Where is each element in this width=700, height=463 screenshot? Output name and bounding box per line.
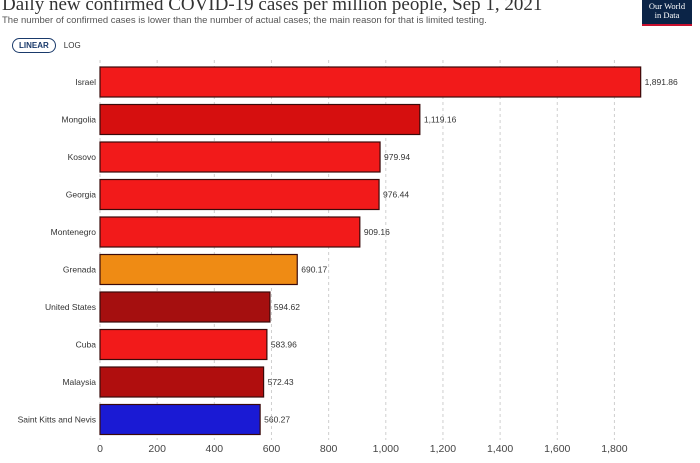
category-label: Kosovo [68, 152, 97, 162]
data-label: 976.44 [383, 190, 409, 200]
bar [99, 141, 381, 173]
x-tick-label: 1,600 [544, 443, 570, 455]
bar [99, 328, 268, 361]
category-label: United States [45, 302, 96, 312]
log-scale-button[interactable]: LOG [61, 39, 83, 52]
data-label: 1,891.86 [645, 77, 678, 87]
chart-title: Daily new confirmed COVID-19 cases per m… [2, 0, 543, 15]
chart-subtitle: The number of confirmed cases is lower t… [2, 15, 487, 26]
logo-line-2: in Data [654, 10, 680, 20]
x-tick-label: 400 [206, 443, 224, 455]
bar [99, 66, 642, 98]
data-label: 1,119.16 [424, 115, 457, 125]
x-tick-label: 1,000 [373, 443, 399, 455]
bar [99, 253, 298, 286]
linear-scale-button[interactable]: LINEAR [12, 38, 56, 53]
category-label: Israel [75, 77, 96, 87]
owid-logo[interactable]: Our World in Data [642, 0, 692, 26]
x-tick-label: 600 [263, 443, 281, 455]
category-label: Grenada [63, 265, 96, 275]
category-label: Malaysia [62, 377, 96, 387]
logo-line-1: Our World [648, 1, 686, 11]
category-label: Montenegro [51, 227, 97, 237]
bar [99, 291, 271, 323]
x-tick-label: 1,200 [430, 443, 456, 455]
bar-chart: 0 200 400 600 800 1,000 1,200 1,400 1,600 1,800 Is… [18, 60, 678, 455]
category-label: Cuba [76, 340, 97, 350]
data-label: 560.27 [264, 415, 290, 425]
x-tick-label: 200 [148, 443, 166, 455]
bar [99, 103, 421, 136]
x-tick-label: 1,400 [487, 443, 513, 455]
data-label: 690.17 [301, 265, 327, 275]
x-tick-label: 0 [97, 443, 103, 455]
data-label: 583.96 [271, 340, 297, 350]
data-label: 979.94 [384, 152, 410, 162]
bar [99, 366, 265, 398]
bar [99, 403, 261, 436]
x-tick-label: 800 [320, 443, 338, 455]
category-label: Georgia [66, 190, 97, 200]
data-label: 909.16 [364, 227, 390, 237]
bar [99, 216, 361, 248]
category-label: Saint Kitts and Nevis [18, 415, 96, 425]
data-label: 594.62 [274, 302, 300, 312]
data-label: 572.43 [268, 377, 294, 387]
bar [99, 178, 380, 211]
category-label: Mongolia [62, 115, 97, 125]
x-tick-label: 1,800 [601, 443, 627, 455]
scale-toggle: LINEAR LOG [12, 38, 83, 53]
